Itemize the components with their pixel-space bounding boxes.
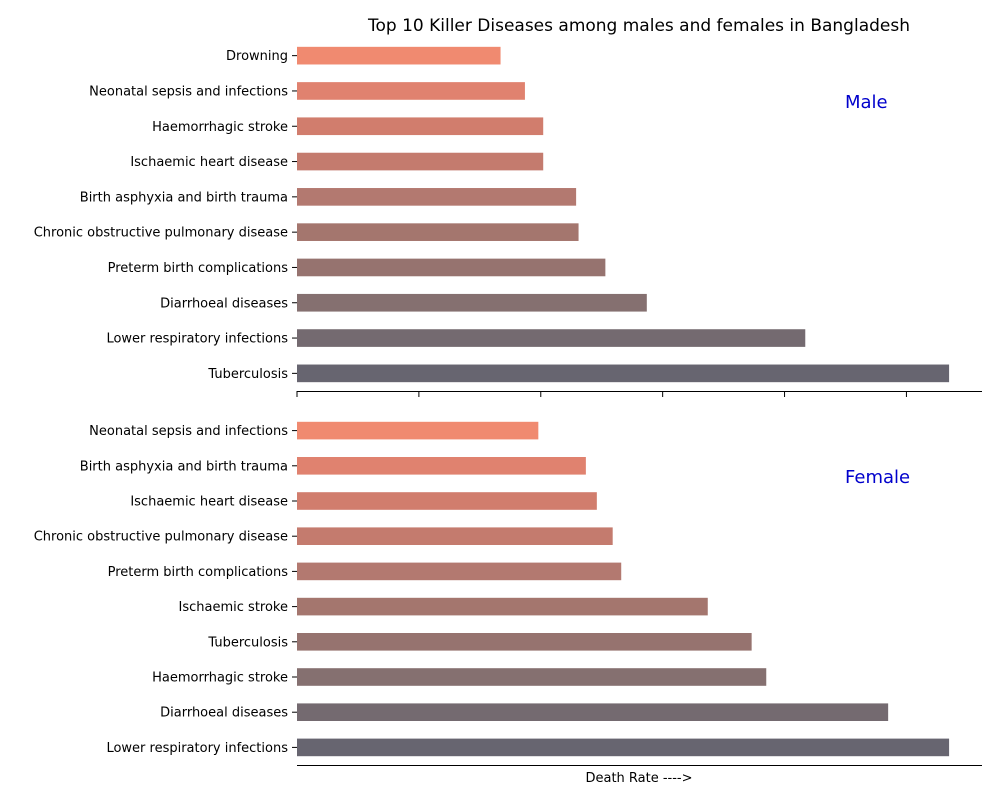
bar-male-3 [297, 293, 647, 312]
category-label-female-8: Ischaemic heart disease [130, 495, 288, 510]
bar-male-7 [297, 152, 544, 171]
bar-male-8 [297, 117, 544, 136]
panel-male: Tuberculosis Lower respiratory infections… [34, 46, 982, 397]
bar-female-2 [297, 703, 889, 721]
panel-label-male: Male [845, 92, 888, 113]
category-label-male-4: Preterm birth complications [108, 261, 289, 276]
bar-female-1 [297, 738, 950, 757]
panel-label-female: Female [845, 467, 910, 488]
bar-male-1 [297, 364, 950, 383]
category-label-male-1: Tuberculosis [207, 367, 288, 382]
panel-female: Lower respiratory infections Diarrhoeal d… [34, 421, 982, 766]
bar-female-6 [297, 562, 622, 581]
category-label-male-3: Diarrhoeal diseases [160, 296, 288, 311]
category-label-female-2: Diarrhoeal diseases [160, 706, 288, 721]
bar-female-8 [297, 492, 597, 510]
category-label-female-4: Tuberculosis [207, 635, 288, 650]
category-label-female-1: Lower respiratory infections [106, 741, 288, 756]
category-label-male-7: Ischaemic heart disease [130, 155, 288, 170]
category-label-female-3: Haemorrhagic stroke [152, 671, 288, 686]
category-label-female-6: Preterm birth complications [108, 565, 289, 580]
chart-title: Top 10 Killer Diseases among males and f… [367, 16, 910, 36]
bar-female-9 [297, 457, 586, 475]
bar-male-4 [297, 258, 606, 277]
bar-male-6 [297, 188, 577, 206]
category-label-male-2: Lower respiratory infections [106, 332, 288, 347]
category-label-female-10: Neonatal sepsis and infections [89, 424, 288, 439]
bar-male-5 [297, 223, 579, 241]
category-label-male-10: Drowning [226, 49, 288, 64]
bar-female-3 [297, 668, 767, 686]
category-label-female-5: Ischaemic stroke [179, 600, 288, 615]
bar-male-9 [297, 82, 525, 100]
category-label-male-5: Chronic obstructive pulmonary disease [34, 226, 288, 241]
category-label-male-8: Haemorrhagic stroke [152, 120, 288, 135]
bar-female-7 [297, 527, 613, 545]
category-label-female-7: Chronic obstructive pulmonary disease [34, 530, 288, 545]
bar-male-10 [297, 46, 501, 65]
category-label-male-9: Neonatal sepsis and infections [89, 84, 288, 99]
bar-female-4 [297, 633, 752, 651]
x-axis-label: Death Rate ----> [585, 771, 692, 786]
category-label-female-9: Birth asphyxia and birth trauma [80, 459, 288, 474]
bar-female-10 [297, 421, 539, 440]
bar-male-2 [297, 329, 806, 347]
bar-female-5 [297, 597, 708, 616]
category-label-male-6: Birth asphyxia and birth trauma [80, 190, 288, 205]
